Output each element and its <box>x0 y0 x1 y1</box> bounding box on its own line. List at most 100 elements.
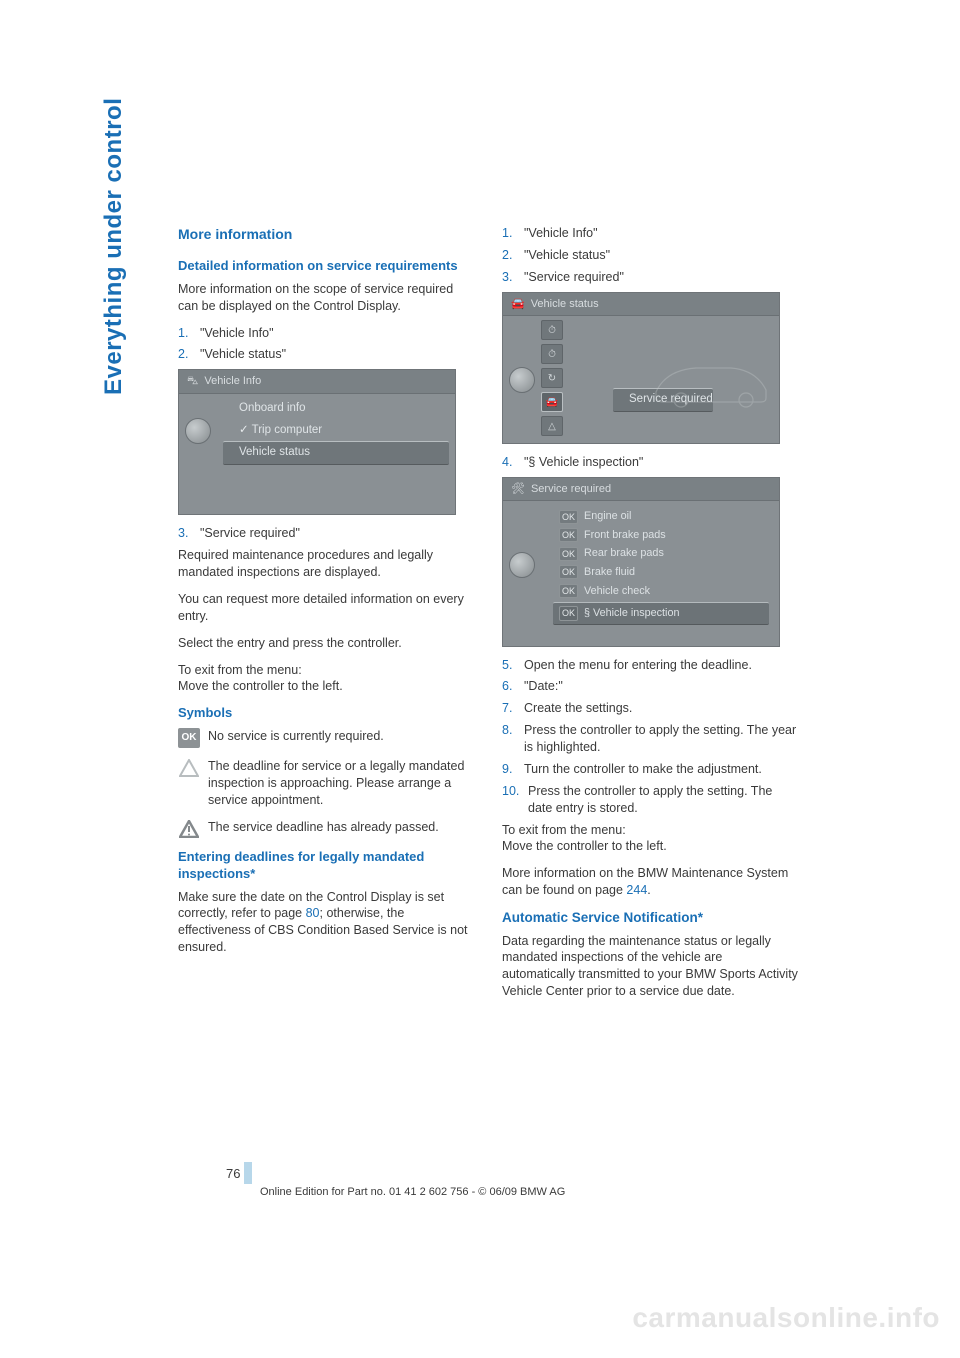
step-number: 1. <box>502 225 524 242</box>
body-text: To exit from the menu: Move the controll… <box>502 822 798 856</box>
screenshot-title: Service required <box>531 482 611 497</box>
wrench-icon: 🛠 <box>511 482 525 497</box>
body-text: Data regarding the maintenance status or… <box>502 933 798 1001</box>
menu-item: Onboard info <box>179 398 455 420</box>
step-text: "Service required" <box>524 269 798 286</box>
step-number: 5. <box>502 657 524 674</box>
step-text: "Service required" <box>200 525 474 542</box>
body-text: Select the entry and press the controlle… <box>178 635 474 652</box>
step-7: 7. Create the settings. <box>502 700 798 717</box>
step-text: "Vehicle Info" <box>524 225 798 242</box>
heading-more-information: More information <box>178 225 474 244</box>
car-icon: 🚘 <box>511 297 525 312</box>
screenshot-header: 🚘 Vehicle status <box>503 293 779 317</box>
step-5: 5. Open the menu for entering the deadli… <box>502 657 798 674</box>
step-number: 8. <box>502 722 524 756</box>
step-number: 3. <box>502 269 524 286</box>
screenshot-title: Vehicle Info <box>204 374 261 389</box>
service-label: Rear brake pads <box>584 546 664 561</box>
body-text-line: To exit from the menu: <box>502 823 626 837</box>
ok-badge-icon: OK <box>559 510 578 524</box>
heading-auto-service-notification: Automatic Service Notification* <box>502 909 798 927</box>
step-number: 7. <box>502 700 524 717</box>
page-ref-link[interactable]: 80 <box>306 906 320 920</box>
step-number: 6. <box>502 678 524 695</box>
screenshot-header: 🛠 Service required <box>503 478 779 502</box>
tab-icon: ⏱ <box>541 320 563 340</box>
service-row: OKBrake fluid <box>559 563 779 582</box>
step-text: "Vehicle Info" <box>200 325 474 342</box>
screenshot-title: Vehicle status <box>531 297 599 312</box>
step-10: 10. Press the controller to apply the se… <box>502 783 798 817</box>
screenshot-service-required: 🛠 Service required OK Engine oil OK Front … <box>502 477 780 647</box>
content-columns: More information Detailed information on… <box>178 225 798 1010</box>
step-8: 8. Press the controller to apply the set… <box>502 722 798 756</box>
car-outline-icon <box>651 350 771 410</box>
screenshot-vehicle-status: 🚘 Vehicle status ⏱ ⏱ ↻ 🚘 △ Service requi… <box>502 292 780 444</box>
menu-item-selected: Vehicle status <box>223 441 449 465</box>
screenshot-body: Onboard info Trip computer Vehicle statu… <box>179 394 455 469</box>
body-text-line: To exit from the menu: <box>178 663 302 677</box>
step-text: Press the controller to apply the settin… <box>528 783 798 817</box>
symbol-text: The service deadline has already passed. <box>208 819 474 836</box>
symbol-text: The deadline for service or a legally ma… <box>208 758 474 809</box>
section-title-vertical: Everything under control <box>100 98 128 395</box>
step-3: 3. "Service required" <box>502 269 798 286</box>
heading-symbols: Symbols <box>178 705 474 722</box>
tab-icon-column: ⏱ ⏱ ↻ 🚘 △ <box>541 320 563 436</box>
footer-text: Online Edition for Part no. 01 41 2 602 … <box>260 1186 565 1198</box>
step-6: 6. "Date:" <box>502 678 798 695</box>
service-label: Engine oil <box>584 509 631 524</box>
controller-knob-icon <box>509 367 535 393</box>
body-text-line: Move the controller to the left. <box>502 839 667 853</box>
tab-icon: ↻ <box>541 368 563 388</box>
step-4: 4. "§ Vehicle inspection" <box>502 454 798 471</box>
screenshot-body: ⏱ ⏱ ↻ 🚘 △ Service required <box>503 316 779 443</box>
screenshot-body: OK Engine oil OK Front brake pads OK Rear b… <box>503 501 779 628</box>
ok-badge-icon: OK <box>559 606 578 620</box>
ok-badge-icon: OK <box>559 547 578 561</box>
step-1: 1. "Vehicle Info" <box>502 225 798 242</box>
step-number: 2. <box>502 247 524 264</box>
tab-icon: △ <box>541 416 563 436</box>
page-ref-link[interactable]: 244 <box>626 883 647 897</box>
left-column: More information Detailed information on… <box>178 225 474 1010</box>
step-1: 1. "Vehicle Info" <box>178 325 474 342</box>
symbol-row-ok: OK No service is currently required. <box>178 728 474 748</box>
right-column: 1. "Vehicle Info" 2. "Vehicle status" 3.… <box>502 225 798 1010</box>
step-2: 2. "Vehicle status" <box>502 247 798 264</box>
step-2: 2. "Vehicle status" <box>178 346 474 363</box>
service-label: § Vehicle inspection <box>584 606 679 621</box>
ok-badge-icon: OK <box>559 528 578 542</box>
screenshot-vehicle-info: ⛍ Vehicle Info Onboard info Trip compute… <box>178 369 456 515</box>
service-label: Brake fluid <box>584 565 635 580</box>
step-9: 9. Turn the controller to make the adjus… <box>502 761 798 778</box>
body-text: You can request more detailed informatio… <box>178 591 474 625</box>
step-number: 4. <box>502 454 524 471</box>
body-text: Required maintenance procedures and lega… <box>178 547 474 581</box>
body-text-fragment: . <box>647 883 650 897</box>
ok-badge-icon: OK <box>178 728 200 748</box>
body-text: To exit from the menu: Move the controll… <box>178 662 474 696</box>
service-list: OK Engine oil OK Front brake pads OK Rear b… <box>503 505 779 602</box>
service-row: OK Engine oil <box>559 507 779 526</box>
body-text-line: Move the controller to the left. <box>178 679 343 693</box>
heading-entering-deadlines: Entering deadlines for legally mandated … <box>178 849 474 883</box>
step-text: "Vehicle status" <box>200 346 474 363</box>
service-row: OKVehicle check <box>559 582 779 601</box>
warning-triangle-icon <box>178 819 200 839</box>
step-number: 3. <box>178 525 200 542</box>
step-number: 1. <box>178 325 200 342</box>
step-number: 10. <box>502 783 528 817</box>
service-row: OK Rear brake pads <box>559 544 779 563</box>
body-text: More information on the BMW Maintenance … <box>502 865 798 899</box>
page-number: 76 <box>226 1166 240 1181</box>
symbol-row-approaching: The deadline for service or a legally ma… <box>178 758 474 809</box>
step-text: Open the menu for entering the deadline. <box>524 657 798 674</box>
service-label: Front brake pads <box>584 528 666 543</box>
step-number: 2. <box>178 346 200 363</box>
menu-item: Trip computer <box>179 420 455 442</box>
ok-badge-icon: OK <box>559 584 578 598</box>
screenshot-header: ⛍ Vehicle Info <box>179 370 455 394</box>
step-text: Turn the controller to make the adjustme… <box>524 761 798 778</box>
